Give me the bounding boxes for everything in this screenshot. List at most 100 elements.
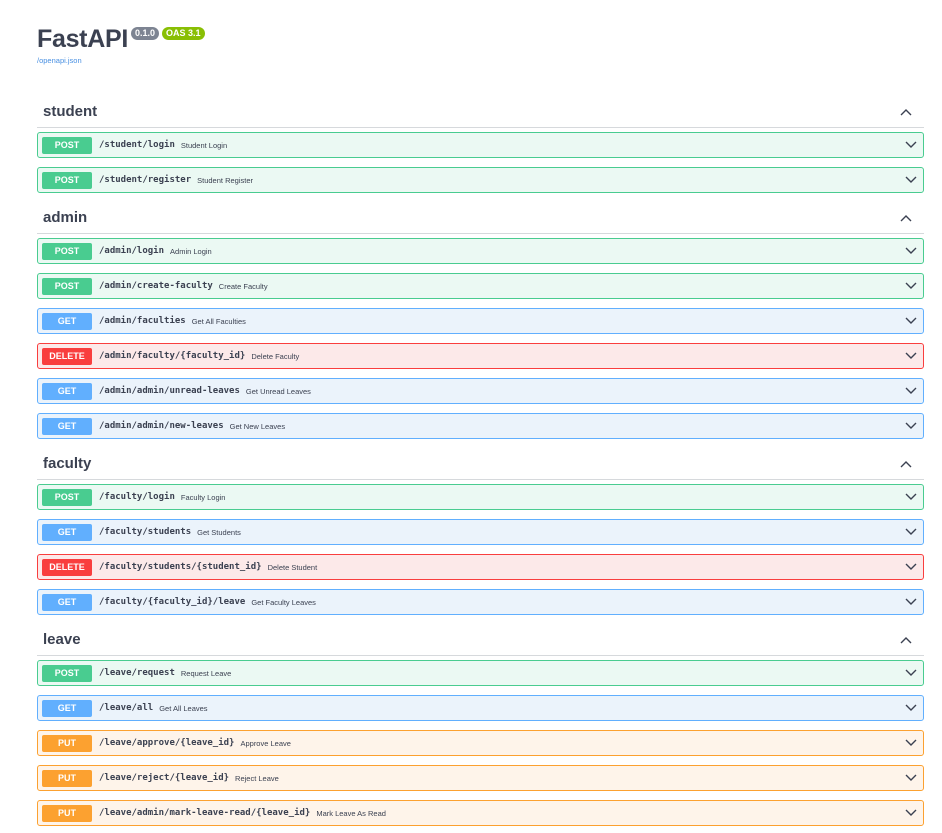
operation-path: /faculty/login [99, 492, 175, 502]
method-badge: PUT [42, 805, 92, 822]
chevron-up-icon[interactable] [900, 458, 912, 470]
openapi-json-link[interactable]: /openapi.json [37, 56, 205, 65]
operation-row[interactable]: POST/admin/login Admin Login [37, 238, 924, 264]
operation-row[interactable]: PUT/leave/admin/mark-leave-read/{leave_i… [37, 800, 924, 826]
operation-summary: Student Login [181, 141, 227, 150]
operation-row[interactable]: GET/admin/admin/unread-leaves Get Unread … [37, 378, 924, 404]
operations-list: POST/leave/request Request Leave GET/leave… [37, 656, 924, 826]
tag-section-admin: admin POST/admin/login Admin Login POST/adm… [37, 202, 924, 439]
chevron-up-icon[interactable] [900, 634, 912, 646]
operation-summary: Get Faculty Leaves [251, 598, 316, 607]
method-badge: GET [42, 383, 92, 400]
method-badge: GET [42, 418, 92, 435]
operation-summary: Get Unread Leaves [246, 387, 311, 396]
chevron-down-icon[interactable] [904, 421, 918, 431]
chevron-up-icon[interactable] [900, 212, 912, 224]
chevron-down-icon[interactable] [904, 562, 918, 572]
chevron-down-icon[interactable] [904, 492, 918, 502]
chevron-down-icon[interactable] [904, 281, 918, 291]
operation-row[interactable]: GET/faculty/{faculty_id}/leave Get Facult… [37, 589, 924, 615]
oas-badge: OAS 3.1 [162, 27, 205, 40]
method-badge: POST [42, 172, 92, 189]
operation-summary: Reject Leave [235, 774, 279, 783]
operation-summary: Approve Leave [240, 739, 290, 748]
tag-section-faculty: faculty POST/faculty/login Faculty Login GE… [37, 448, 924, 615]
operation-path: /admin/create-faculty [99, 281, 213, 291]
tag-name: faculty [43, 455, 91, 472]
chevron-down-icon[interactable] [904, 386, 918, 396]
operation-row[interactable]: POST/leave/request Request Leave [37, 660, 924, 686]
operation-row[interactable]: PUT/leave/reject/{leave_id} Reject Leave [37, 765, 924, 791]
method-badge: POST [42, 665, 92, 682]
operation-summary: Get New Leaves [230, 422, 285, 431]
chevron-up-icon[interactable] [900, 106, 912, 118]
operation-row[interactable]: POST/faculty/login Faculty Login [37, 484, 924, 510]
operation-path: /leave/request [99, 668, 175, 678]
tag-name: admin [43, 209, 87, 226]
operations-list: POST/faculty/login Faculty Login GET/facul… [37, 480, 924, 615]
tag-header-admin[interactable]: admin [37, 202, 924, 234]
operation-path: /admin/admin/new-leaves [99, 421, 224, 431]
chevron-down-icon[interactable] [904, 316, 918, 326]
operation-path: /student/register [99, 175, 191, 185]
operation-summary: Request Leave [181, 669, 231, 678]
operation-path: /leave/all [99, 703, 153, 713]
operation-row[interactable]: POST/admin/create-faculty Create Faculty [37, 273, 924, 299]
operation-path: /admin/login [99, 246, 164, 256]
chevron-down-icon[interactable] [904, 808, 918, 818]
chevron-down-icon[interactable] [904, 140, 918, 150]
operation-row[interactable]: GET/leave/all Get All Leaves [37, 695, 924, 721]
chevron-down-icon[interactable] [904, 246, 918, 256]
method-badge: POST [42, 489, 92, 506]
chevron-down-icon[interactable] [904, 597, 918, 607]
operation-row[interactable]: POST/student/login Student Login [37, 132, 924, 158]
method-badge: GET [42, 700, 92, 717]
method-badge: GET [42, 313, 92, 330]
chevron-down-icon[interactable] [904, 773, 918, 783]
chevron-down-icon[interactable] [904, 527, 918, 537]
operations-container: student POST/student/login Student Login PO… [37, 96, 924, 833]
operation-path: /faculty/students [99, 527, 191, 537]
operation-row[interactable]: DELETE/faculty/students/{student_id} Dele… [37, 554, 924, 580]
operation-summary: Get Students [197, 528, 241, 537]
tag-section-student: student POST/student/login Student Login PO… [37, 96, 924, 193]
operation-path: /faculty/students/{student_id} [99, 562, 262, 572]
chevron-down-icon[interactable] [904, 738, 918, 748]
operation-summary: Delete Faculty [251, 352, 299, 361]
method-badge: DELETE [42, 559, 92, 576]
operation-path: /faculty/{faculty_id}/leave [99, 597, 245, 607]
operation-summary: Get All Leaves [159, 704, 207, 713]
operation-summary: Delete Student [268, 563, 318, 572]
method-badge: DELETE [42, 348, 92, 365]
title-row: FastAPI 0.1.0 OAS 3.1 [37, 25, 205, 53]
operation-path: /student/login [99, 140, 175, 150]
operation-row[interactable]: GET/admin/admin/new-leaves Get New Leaves [37, 413, 924, 439]
page-title: FastAPI [37, 25, 128, 53]
chevron-down-icon[interactable] [904, 175, 918, 185]
chevron-down-icon[interactable] [904, 703, 918, 713]
tag-name: leave [43, 631, 81, 648]
tag-header-student[interactable]: student [37, 96, 924, 128]
operations-list: POST/student/login Student Login POST/stud… [37, 128, 924, 193]
tag-header-leave[interactable]: leave [37, 624, 924, 656]
chevron-down-icon[interactable] [904, 668, 918, 678]
operation-row[interactable]: POST/student/register Student Register [37, 167, 924, 193]
operation-row[interactable]: PUT/leave/approve/{leave_id} Approve Leav… [37, 730, 924, 756]
operation-summary: Mark Leave As Read [316, 809, 386, 818]
version-badge: 0.1.0 [131, 27, 159, 40]
operation-path: /admin/admin/unread-leaves [99, 386, 240, 396]
tag-name: student [43, 103, 97, 120]
method-badge: PUT [42, 770, 92, 787]
method-badge: GET [42, 524, 92, 541]
operation-summary: Get All Faculties [192, 317, 246, 326]
tag-header-faculty[interactable]: faculty [37, 448, 924, 480]
operation-row[interactable]: GET/admin/faculties Get All Faculties [37, 308, 924, 334]
operation-row[interactable]: DELETE/admin/faculty/{faculty_id} Delete … [37, 343, 924, 369]
operation-row[interactable]: GET/faculty/students Get Students [37, 519, 924, 545]
operation-path: /leave/admin/mark-leave-read/{leave_id} [99, 808, 310, 818]
chevron-down-icon[interactable] [904, 351, 918, 361]
operation-path: /leave/reject/{leave_id} [99, 773, 229, 783]
operations-list: POST/admin/login Admin Login POST/admin/cr… [37, 234, 924, 439]
operation-summary: Create Faculty [219, 282, 268, 291]
api-header: FastAPI 0.1.0 OAS 3.1 /openapi.json [37, 25, 205, 65]
